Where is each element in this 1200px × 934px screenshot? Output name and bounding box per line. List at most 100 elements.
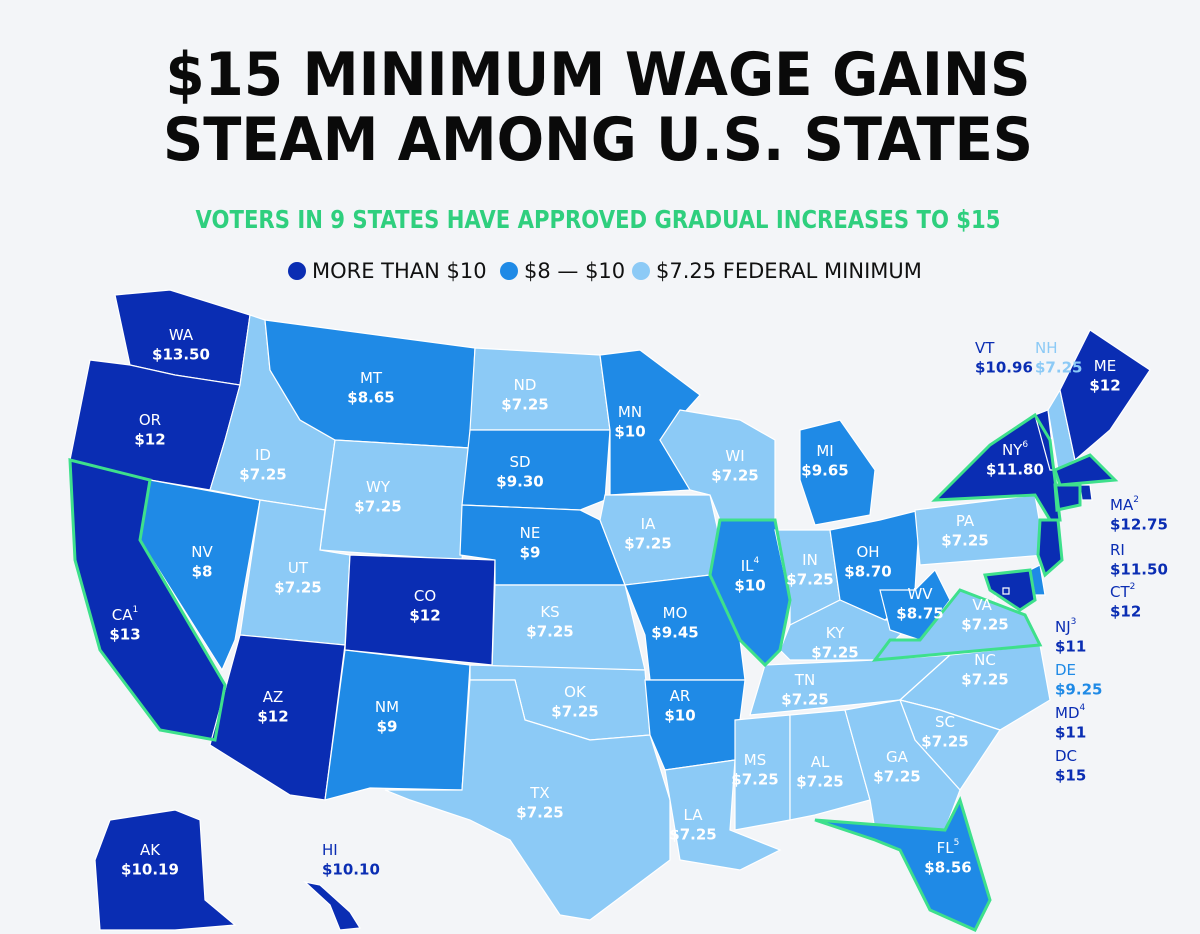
abbr: ND (514, 376, 537, 394)
state-shape (844, 699, 961, 831)
state-abbr: TX (529, 784, 549, 802)
state-abbr: AK (140, 841, 161, 859)
footnote: 2 (1130, 582, 1136, 592)
state-wage: $7.25 (921, 733, 968, 751)
state-abbr: NJ3 (1055, 617, 1076, 636)
state-abbr: NM (375, 698, 399, 716)
state-abbr: CO (414, 587, 436, 605)
abbr: NV (191, 543, 213, 561)
footnote: 4 (754, 556, 760, 566)
state-shape (461, 429, 611, 511)
abbr: NH (1035, 339, 1058, 357)
state-abbr: PA (956, 512, 975, 530)
approved-outline (1053, 483, 1082, 512)
state-shape (324, 649, 471, 801)
state-abbr: DE (1055, 661, 1076, 679)
state-abbr: WY (366, 478, 391, 496)
state-shape (644, 679, 746, 771)
state-wage: $13 (109, 626, 140, 644)
abbr: TX (529, 784, 549, 802)
abbr: RI (1110, 541, 1125, 559)
abbr: OR (139, 411, 161, 429)
abbr: ME (1094, 357, 1116, 375)
abbr: OH (856, 543, 879, 561)
state-wage: $7.25 (1035, 359, 1082, 377)
state-wage: $7.25 (781, 691, 828, 709)
state-shape (664, 759, 782, 871)
state-wage: $9.65 (801, 462, 848, 480)
state-abbr: MI (816, 442, 833, 460)
state-wage: $7.25 (811, 644, 858, 662)
state-wage: $8.70 (844, 563, 891, 581)
title-line: $15 MINIMUM WAGE GAINS (166, 40, 1031, 110)
legend-label: $8 — $10 (524, 259, 625, 283)
state-wage: $12 (1089, 377, 1120, 395)
state-wage: $7.25 (961, 616, 1008, 634)
state-wage: $7.25 (501, 396, 548, 414)
state-shape (1079, 484, 1093, 501)
abbr: MS (744, 751, 766, 769)
abbr: PA (956, 512, 975, 530)
state-wage: $7.25 (669, 826, 716, 844)
approved-outline (814, 795, 992, 932)
approved-outline (982, 568, 1037, 612)
state-abbr: MS (744, 751, 766, 769)
state-abbr: VA4 (972, 595, 998, 614)
state-abbr: TN (794, 671, 815, 689)
state-abbr: ND (514, 376, 537, 394)
state-abbr: CA1 (112, 605, 138, 624)
state-wage: $9.25 (1055, 681, 1102, 699)
state-wage: $7.25 (711, 467, 758, 485)
state-abbr: NH (1035, 339, 1058, 357)
abbr: HI (322, 841, 338, 859)
state-wage: $10.19 (121, 861, 179, 879)
approved-outline (1053, 453, 1119, 487)
legend: MORE THAN $10 $8 — $10 $7.25 FEDERAL MINIM… (288, 259, 922, 283)
abbr: MN (618, 403, 642, 421)
state-abbr: OK (564, 683, 587, 701)
abbr: MT (360, 369, 383, 387)
state-wage: $7.25 (516, 804, 563, 822)
abbr: KY (826, 624, 845, 642)
abbr: SC (935, 713, 955, 731)
state-wage: $10 (734, 577, 765, 595)
map-shapes (68, 289, 1151, 932)
approved-outline (931, 412, 1062, 522)
abbr: FL (937, 839, 955, 857)
state-shape (303, 880, 362, 931)
abbr: WI (725, 447, 744, 465)
footnote: 4 (1080, 703, 1086, 713)
title-line: STEAM AMONG U.S. STATES (163, 105, 1033, 175)
state-abbr: AZ (263, 688, 284, 706)
state-abbr: NE (520, 524, 541, 542)
state-abbr: HI (322, 841, 338, 859)
state-wage: $10.96 (975, 359, 1033, 377)
footnote: 1 (133, 605, 139, 615)
state-wage: $11.50 (1110, 561, 1168, 579)
state-abbr: IA (641, 515, 656, 533)
abbr: DE (1055, 661, 1076, 679)
abbr: NC (974, 651, 996, 669)
abbr: WY (366, 478, 391, 496)
state-abbr: IL4 (741, 556, 760, 575)
abbr: TN (794, 671, 815, 689)
state-wage: $9 (520, 544, 541, 562)
state-abbr: WA (169, 326, 194, 344)
abbr: MO (663, 604, 688, 622)
state-wage: $12 (1110, 603, 1141, 621)
state-abbr: AR (670, 687, 691, 705)
state-abbr: NC (974, 651, 996, 669)
abbr: KS (540, 603, 559, 621)
state-wage: $8 (192, 563, 213, 581)
state-abbr: MO (663, 604, 688, 622)
abbr: MI (816, 442, 833, 460)
state-wage: $7.25 (873, 768, 920, 786)
approved-outline (1036, 518, 1064, 578)
footnote: 3 (1071, 617, 1077, 627)
state-wage: $7.25 (526, 623, 573, 641)
state-wage: $9 (377, 718, 398, 736)
state-abbr: NV (191, 543, 213, 561)
state-wage: $7.25 (941, 532, 988, 550)
state-abbr: AL (811, 753, 830, 771)
